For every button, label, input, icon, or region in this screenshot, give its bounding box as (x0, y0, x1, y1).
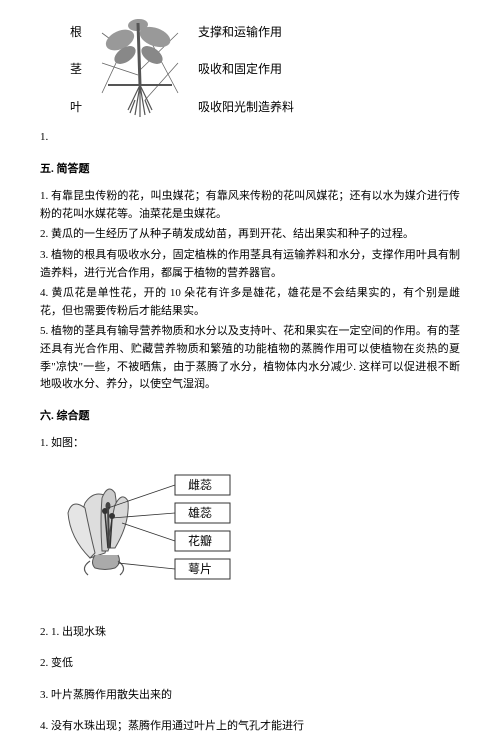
desc-support: 支撑和运输作用 (198, 23, 294, 42)
flower-illustration: 雌蕊 雄蕊 花瓣 萼片 (60, 463, 260, 603)
section5-title: 五. 简答题 (40, 161, 460, 179)
answer-6-2-2: 2. 变低 (40, 655, 460, 673)
diagram1-number: 1. (40, 129, 460, 147)
answer-6-2-3: 3. 叶片蒸腾作用散失出来的 (40, 687, 460, 705)
plant-parts-diagram: 根 茎 叶 支撑和运输作用 吸收和固定作用 吸收阳光制造养料 (70, 15, 460, 125)
answer-5-1: 1. 有靠昆虫传粉的花，叫虫媒花；有靠风来传粉的花叫风媒花；还有以水为媒介进行传… (40, 188, 460, 223)
flower-diagram: 雌蕊 雄蕊 花瓣 萼片 (60, 463, 460, 610)
section6-answers: 2. 1. 出现水珠 2. 变低 3. 叶片蒸腾作用散失出来的 4. 没有水珠出… (40, 624, 460, 736)
answer-5-5: 5. 植物的茎具有输导营养物质和水分以及支持叶、花和果实在一定空间的作用。有的茎… (40, 323, 460, 393)
answer-6-2-1: 2. 1. 出现水珠 (40, 624, 460, 642)
label-stem: 茎 (70, 60, 82, 79)
label-root: 根 (70, 23, 82, 42)
section6-title: 六. 综合题 (40, 408, 460, 426)
section6-q1: 1. 如图： (40, 435, 460, 453)
desc-absorb: 吸收和固定作用 (198, 60, 294, 79)
diagram1-left-labels: 根 茎 叶 (70, 23, 82, 117)
desc-photosynthesis: 吸收阳光制造养料 (198, 98, 294, 117)
plant-illustration (90, 15, 190, 125)
svg-text:花瓣: 花瓣 (188, 533, 212, 548)
svg-text:萼片: 萼片 (188, 562, 212, 576)
svg-text:雄蕊: 雄蕊 (188, 505, 212, 520)
label-leaf: 叶 (70, 98, 82, 117)
svg-text:雌蕊: 雌蕊 (188, 477, 212, 492)
answer-6-2-4: 4. 没有水珠出现；蒸腾作用通过叶片上的气孔才能进行 (40, 718, 460, 736)
answer-5-4: 4. 黄瓜花是单性花，开的 10 朵花有许多是雄花，雄花是不会结果实的，有个别是… (40, 285, 460, 320)
answer-5-2: 2. 黄瓜的一生经历了从种子萌发成幼苗，再到开花、结出果实和种子的过程。 (40, 226, 460, 244)
diagram1-right-labels: 支撑和运输作用 吸收和固定作用 吸收阳光制造养料 (198, 23, 294, 117)
answer-5-3: 3. 植物的根具有吸收水分，固定植株的作用茎具有运输养料和水分，支撑作用叶具有制… (40, 247, 460, 282)
section5-answers: 1. 有靠昆虫传粉的花，叫虫媒花；有靠风来传粉的花叫风媒花；还有以水为媒介进行传… (40, 188, 460, 394)
